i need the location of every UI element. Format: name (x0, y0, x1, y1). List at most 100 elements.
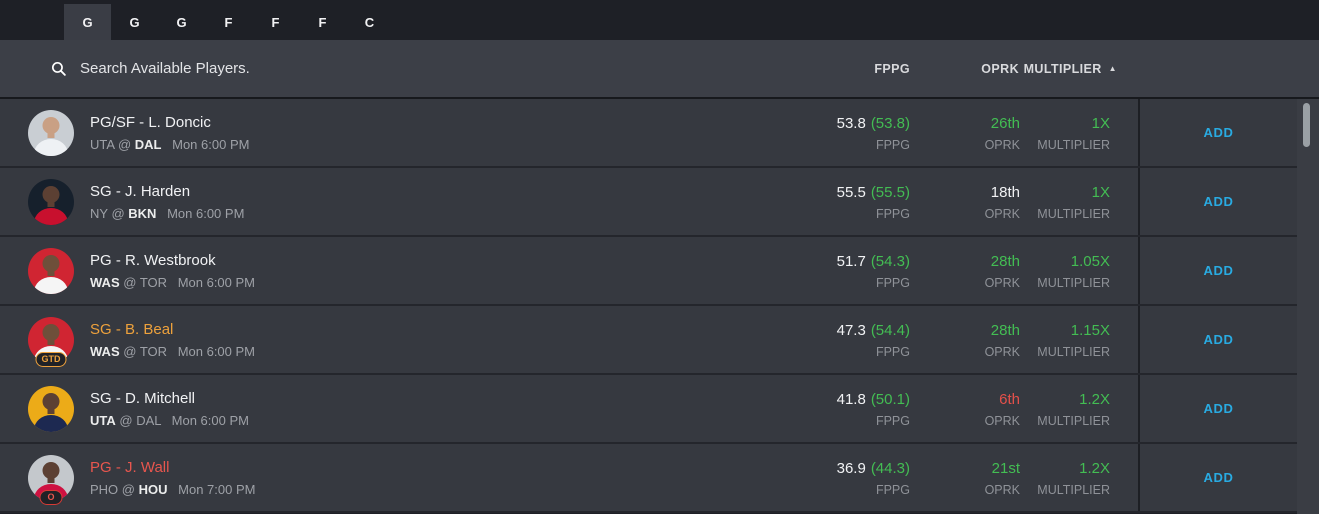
status-badge: O (39, 489, 63, 505)
fppg-value: 47.3 (836, 322, 866, 339)
home-team: HOU (138, 482, 168, 497)
multiplier-stat: 1X MULTIPLIER (1037, 115, 1110, 152)
fppg-stat: 55.5 (55.5) FPPG (837, 184, 910, 221)
tab-g-2[interactable]: G (129, 14, 140, 30)
header-oprk[interactable]: OPRK (981, 61, 1019, 76)
oprk-stat: 28th OPRK (985, 253, 1020, 290)
search-bar (50, 59, 508, 78)
add-player-button[interactable]: ADD (1198, 400, 1240, 417)
search-input[interactable] (78, 59, 508, 78)
away-team: WAS (90, 275, 120, 290)
multiplier-stat: 1.15X MULTIPLIER (1037, 322, 1110, 359)
oprk-value: 28th (990, 322, 1020, 339)
tab-c-7[interactable]: C (364, 14, 375, 30)
player-name[interactable]: PG - R. Westbrook (90, 252, 216, 269)
fppg-stat: 53.8 (53.8) FPPG (837, 115, 910, 152)
player-name[interactable]: PG/SF - L. Doncic (90, 114, 211, 131)
player-avatar: O (28, 455, 74, 505)
tab-g-3[interactable]: G (176, 14, 187, 30)
multiplier-value: 1.2X (1079, 460, 1110, 477)
player-photo (28, 386, 74, 432)
at-separator: @ (117, 137, 132, 152)
player-name[interactable]: SG - B. Beal (90, 321, 174, 338)
player-silhouette-icon (28, 248, 74, 294)
tab-f-6[interactable]: F (318, 14, 327, 30)
add-player-button[interactable]: ADD (1198, 124, 1240, 141)
at-separator: @ (123, 275, 137, 290)
oprk-value: 26th (990, 115, 1020, 132)
status-badge: GTD (35, 351, 67, 367)
fppg-label: FPPG (875, 345, 910, 359)
player-avatar: GTD (28, 317, 74, 367)
player-info: PG - J. Wall PHO @ HOU Mon 7:00 PM (90, 459, 255, 497)
header-fppg[interactable]: FPPG (874, 61, 910, 76)
add-player-button[interactable]: ADD (1198, 262, 1240, 279)
multiplier-stat: 1.2X MULTIPLIER (1037, 391, 1110, 428)
fppg-label: FPPG (875, 207, 910, 221)
add-column: ADD (1140, 306, 1297, 373)
add-player-button[interactable]: ADD (1198, 193, 1240, 210)
oprk-label: OPRK (984, 345, 1020, 359)
player-name[interactable]: SG - D. Mitchell (90, 390, 196, 407)
fppg-projection: (55.5) (870, 184, 910, 201)
player-avatar (28, 110, 74, 156)
scrollbar-track[interactable] (1297, 99, 1319, 514)
column-divider (1138, 375, 1140, 442)
multiplier-label: MULTIPLIER (1037, 483, 1110, 497)
fppg-value: 51.7 (836, 253, 866, 270)
add-column: ADD (1140, 168, 1297, 235)
player-row: GTD SG - B. Beal WAS @ TOR Mon 6:00 PM 4… (0, 306, 1319, 375)
header-multiplier[interactable]: MULTIPLIER ▲ (1024, 62, 1117, 76)
player-silhouette-icon (28, 110, 74, 156)
tab-f-4[interactable]: F (224, 14, 233, 30)
player-row: SG - J. Harden NY @ BKN Mon 6:00 PM 55.5… (0, 168, 1319, 237)
home-team: TOR (139, 344, 168, 359)
game-time: Mon 6:00 PM (172, 137, 250, 152)
player-row: SG - D. Mitchell UTA @ DAL Mon 6:00 PM 4… (0, 375, 1319, 444)
fppg-value: 53.8 (836, 115, 866, 132)
player-photo (28, 110, 74, 156)
oprk-value: 28th (990, 253, 1020, 270)
player-name[interactable]: SG - J. Harden (90, 183, 191, 200)
player-info: SG - J. Harden NY @ BKN Mon 6:00 PM (90, 183, 244, 221)
game-time: Mon 6:00 PM (177, 344, 256, 359)
player-silhouette-icon (28, 386, 74, 432)
player-list: PG/SF - L. Doncic UTA @ DAL Mon 6:00 PM … (0, 99, 1319, 513)
column-divider (1138, 237, 1140, 304)
fppg-stat: 51.7 (54.3) FPPG (837, 253, 910, 290)
player-row: PG/SF - L. Doncic UTA @ DAL Mon 6:00 PM … (0, 99, 1319, 168)
player-photo (28, 179, 74, 225)
add-player-button[interactable]: ADD (1198, 331, 1240, 348)
column-divider (1138, 306, 1140, 373)
add-column: ADD (1140, 237, 1297, 304)
oprk-value: 6th (999, 391, 1020, 408)
away-team: UTA (90, 137, 115, 152)
oprk-label: OPRK (984, 483, 1020, 497)
list-toolbar: FPPG OPRK MULTIPLIER ▲ (0, 40, 1319, 99)
oprk-stat: 28th OPRK (985, 322, 1020, 359)
add-player-button[interactable]: ADD (1198, 469, 1240, 486)
home-team: BKN (128, 206, 157, 221)
fppg-label: FPPG (875, 414, 910, 428)
tab-f-5[interactable]: F (271, 14, 280, 30)
tab-g-1[interactable]: G (64, 4, 111, 40)
scrollbar-thumb[interactable] (1303, 103, 1310, 147)
multiplier-stat: 1X MULTIPLIER (1037, 184, 1110, 221)
player-name[interactable]: PG - J. Wall (90, 459, 170, 476)
oprk-value: 18th (990, 184, 1020, 201)
home-team: DAL (134, 137, 162, 152)
oprk-stat: 6th OPRK (985, 391, 1020, 428)
home-team: DAL (136, 413, 162, 428)
fppg-stat: 41.8 (50.1) FPPG (837, 391, 910, 428)
game-time: Mon 7:00 PM (178, 482, 256, 497)
player-row: PG - R. Westbrook WAS @ TOR Mon 6:00 PM … (0, 237, 1319, 306)
away-team: NY (90, 206, 108, 221)
oprk-stat: 21st OPRK (985, 460, 1020, 497)
oprk-stat: 26th OPRK (985, 115, 1020, 152)
player-photo (28, 248, 74, 294)
multiplier-label: MULTIPLIER (1037, 345, 1110, 359)
game-info: PHO @ HOU Mon 7:00 PM (90, 482, 255, 497)
fppg-label: FPPG (875, 483, 910, 497)
oprk-label: OPRK (984, 138, 1020, 152)
game-info: NY @ BKN Mon 6:00 PM (90, 206, 244, 221)
